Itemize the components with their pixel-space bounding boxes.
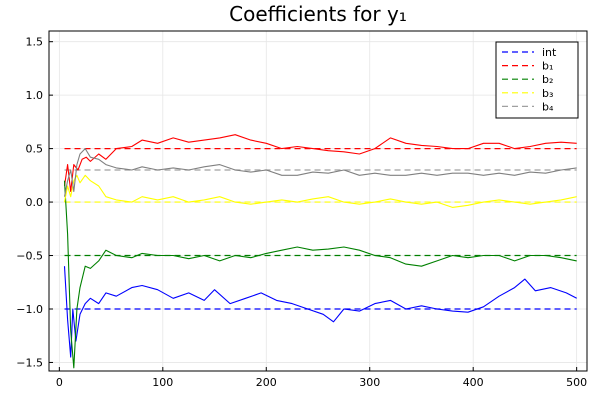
legend-label-1: b₁ (542, 60, 553, 73)
axis-ticks: 0 100 200 300 400 500 −1.5 −1.0 −0.5 0.0 0.5 1.0 1.5 (16, 36, 587, 389)
x-tick-label-3: 300 (359, 376, 380, 389)
x-tick-label-5: 500 (566, 376, 587, 389)
legend-label-0: int (542, 46, 557, 59)
series-line-4 (63, 148, 577, 197)
x-tick-label-4: 400 (463, 376, 484, 389)
series-line-0 (63, 266, 577, 358)
legend-label-3: b₃ (542, 87, 553, 100)
series-line-2 (63, 180, 577, 369)
series-lines (63, 134, 577, 369)
y-tick-label-2: −0.5 (16, 250, 43, 263)
plot-frame (48, 30, 588, 372)
legend-label-2: b₂ (542, 73, 553, 86)
y-tick-label-6: 1.5 (26, 36, 44, 49)
x-tick-label-1: 100 (152, 376, 173, 389)
x-tick-label-0: 0 (56, 376, 63, 389)
y-tick-label-0: −1.5 (16, 356, 43, 369)
legend-label-4: b₄ (542, 100, 554, 113)
y-tick-label-5: 1.0 (26, 89, 44, 102)
chart-title: Coefficients for y₁ (229, 2, 407, 26)
y-tick-label-1: −1.0 (16, 303, 43, 316)
series-line-1 (63, 134, 577, 192)
y-tick-label-4: 0.5 (26, 143, 44, 156)
y-tick-label-3: 0.0 (26, 196, 44, 209)
reference-lines (64, 148, 577, 310)
series-line-3 (63, 174, 577, 208)
x-tick-label-2: 200 (256, 376, 277, 389)
legend-box (495, 41, 579, 119)
